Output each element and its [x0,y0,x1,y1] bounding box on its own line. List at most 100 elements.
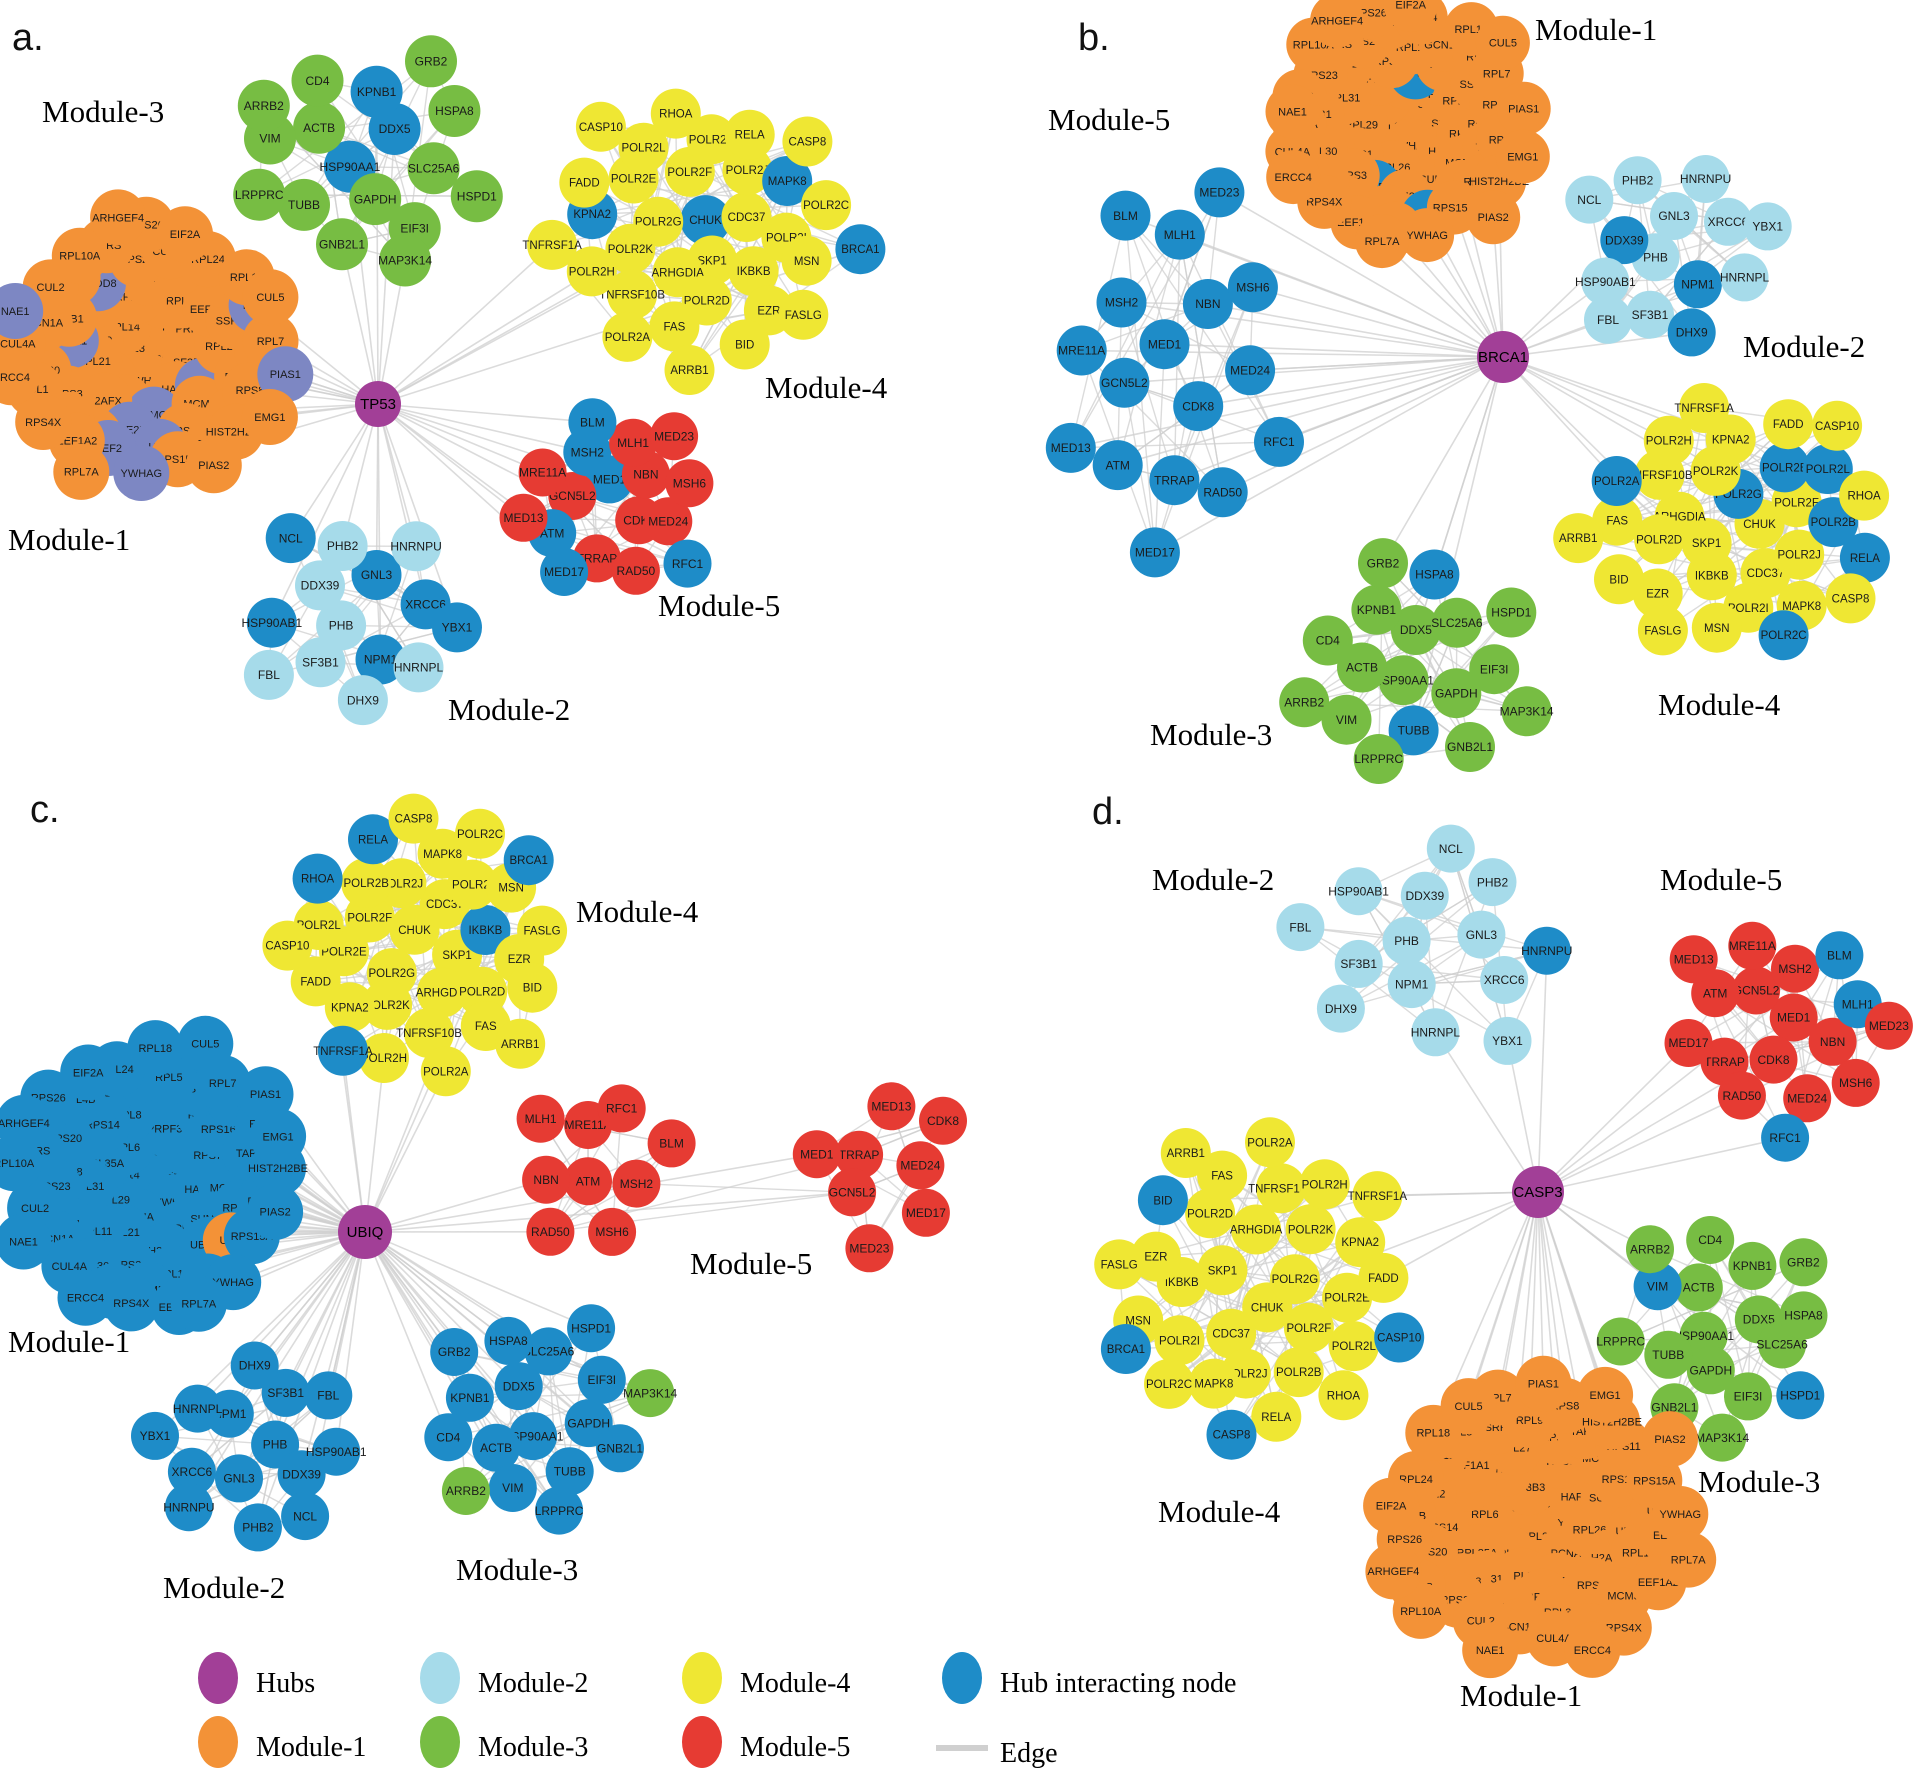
node-circle [722,145,773,196]
node-casp8: CASP8 [782,116,833,167]
node-label: DDX5 [503,1379,535,1393]
node-ybx1: YBX1 [432,602,482,653]
panel-letter: c. [30,789,60,831]
node-label: POLR2K [1693,466,1739,478]
node-ikbkb: IKBKB [460,905,511,955]
node-circle [1254,416,1304,467]
node-fbl: FBL [304,1371,353,1420]
node-label: NPM1 [1681,278,1715,292]
node-mapk8: MAPK8 [417,828,468,879]
panel-a: RPS6RPL23RPS2YWHAHRPL14SF3B3PCNARPL6HARS… [0,17,888,727]
node-label: DDX5 [1400,623,1432,637]
node-label: HSPA8 [435,104,474,118]
module-label: Module-2 [163,1570,285,1605]
edge [1218,191,1504,358]
node-circle [1353,734,1404,784]
node-label: POLR2D [1187,1208,1233,1220]
node-circle [51,227,108,284]
node-rhoa: RHOA [1318,1370,1369,1421]
node-rela: RELA [1839,532,1890,583]
node-label: PIAS1 [1528,1379,1559,1391]
node-label: ACTB [1346,661,1378,675]
node-label: KPNB1 [450,1391,490,1405]
node-label: CUL4A [52,1261,88,1273]
node-rfc1: RFC1 [1761,1113,1810,1162]
edge [1070,356,1504,449]
node-label: POLR2K [1288,1224,1334,1236]
node-rpl10a: RPL10A [51,227,108,284]
node-pias1: PIAS1 [237,1066,294,1123]
node-circle [295,560,345,611]
node-hsp90ab1: HSP90AB1 [1575,257,1636,306]
node-label: NBN [533,1173,558,1187]
node-circle [680,195,731,246]
node-label: POLR2J [1777,550,1820,562]
node-circle [1197,467,1248,518]
node-label: RPL10A [0,1158,35,1170]
node-hspa8: HSPA8 [1779,1291,1828,1340]
node-label: MAP3K14 [623,1386,677,1400]
node-label: PHB [1394,934,1419,948]
node-label: RPL7 [1483,68,1511,80]
node-label: VIM [259,132,280,146]
node-circle [1591,456,1642,506]
node-label: CUL2 [21,1203,49,1215]
node-label: CDK8 [1757,1053,1789,1067]
panel-letter: d. [1092,791,1124,833]
node-label: MLH1 [1842,997,1874,1011]
node-label: RPS15A [1633,1475,1676,1487]
node-label: ARHGDIA [1230,1225,1283,1237]
node-rpl18: RPL18 [127,1020,184,1077]
node-circle [1358,538,1408,589]
edge [342,1050,366,1233]
edge [377,403,382,660]
node-cdk8: CDK8 [1173,381,1224,432]
node-circle [349,173,402,226]
node-blm: BLM [647,1119,696,1168]
node-label: MED13 [871,1100,911,1114]
node-circle [0,349,40,406]
node-lrpprc: LRPPRC [233,168,286,221]
node-label: ATM [1105,458,1129,472]
node-circle [257,346,314,403]
hub-circle [355,381,401,427]
node-label: FASLG [1644,625,1681,637]
node-label: MED24 [648,515,688,529]
node-label: MED24 [900,1159,940,1173]
node-circle [1743,202,1792,251]
node-faslg: FASLG [1637,605,1688,656]
node-label: PIAS1 [1508,104,1539,116]
node-circle [507,962,558,1013]
node-label: RELA [358,834,388,846]
node-label: FAS [1606,516,1628,528]
node-map3k14: MAP3K14 [1695,1413,1750,1462]
edge [1198,356,1504,407]
node-ddx5: DDX5 [1390,605,1441,655]
node-label: POLR2E [1762,462,1808,474]
node-lrpprc: LRPPRC [1353,734,1404,784]
node-med17: MED17 [1664,1019,1713,1067]
node-label: ARRB2 [446,1484,486,1498]
node-hspa8: HSPA8 [1409,549,1460,600]
node-circle [295,637,346,688]
node-label: CD4 [305,74,329,88]
module-label: Module-5 [690,1246,812,1281]
node-label: FBL [1597,313,1619,327]
node-circle [15,394,72,450]
node-hspa8: HSPA8 [484,1316,533,1365]
node-label: RPL7A [64,467,100,479]
node-circle [1763,399,1814,450]
node-label: MRE11A [1729,939,1776,953]
edge [377,403,593,423]
node-label: SKP1 [1692,538,1721,550]
node-label: CASP8 [1832,593,1870,605]
node-label: EMG1 [263,1131,294,1143]
edge [1278,356,1504,443]
node-label: FASLG [1101,1259,1138,1271]
node-label: CDK8 [1182,399,1214,413]
node-brca1: BRCA1 [503,835,554,886]
edge [364,1231,450,1438]
node-circle [1469,644,1520,695]
node-circle [1825,573,1876,624]
node-msh6: MSH6 [1227,262,1278,313]
